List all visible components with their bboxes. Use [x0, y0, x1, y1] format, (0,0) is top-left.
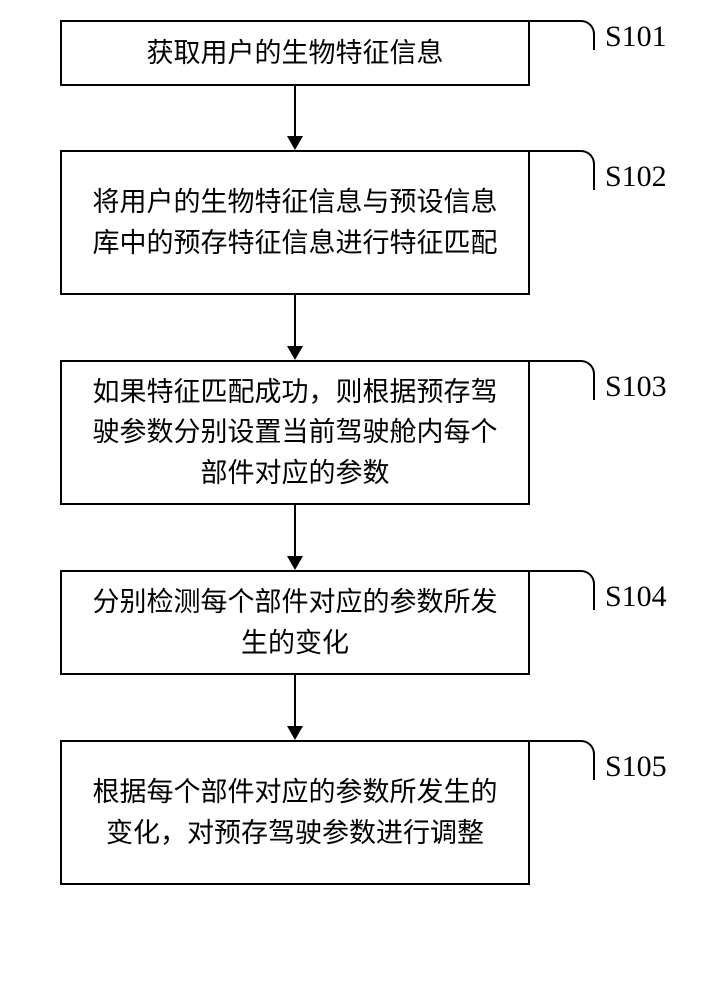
leader-s104 [530, 570, 595, 610]
step-box-s103: 如果特征匹配成功，则根据预存驾驶参数分别设置当前驾驶舱内每个部件对应的参数 [60, 360, 530, 505]
connector-2 [287, 295, 303, 360]
step-label-s102: S102 [605, 160, 667, 194]
connector-1 [287, 86, 303, 150]
leader-s102 [530, 150, 595, 190]
step-box-s105: 根据每个部件对应的参数所发生的变化，对预存驾驶参数进行调整 [60, 740, 530, 885]
connector-4 [287, 675, 303, 740]
flowchart-container: 获取用户的生物特征信息 S101 将用户的生物特征信息与预设信息库中的预存特征信… [0, 0, 720, 1000]
leader-s101 [530, 20, 595, 50]
step-label-s101: S101 [605, 20, 667, 54]
step-box-s102: 将用户的生物特征信息与预设信息库中的预存特征信息进行特征匹配 [60, 150, 530, 295]
step-label-s105: S105 [605, 750, 667, 784]
step-text: 根据每个部件对应的参数所发生的变化，对预存驾驶参数进行调整 [82, 772, 508, 853]
step-text: 分别检测每个部件对应的参数所发生的变化 [82, 582, 508, 663]
step-box-s104: 分别检测每个部件对应的参数所发生的变化 [60, 570, 530, 675]
leader-s105 [530, 740, 595, 780]
connector-3 [287, 505, 303, 570]
step-label-s103: S103 [605, 370, 667, 404]
step-text: 如果特征匹配成功，则根据预存驾驶参数分别设置当前驾驶舱内每个部件对应的参数 [82, 372, 508, 494]
step-label-s104: S104 [605, 580, 667, 614]
step-box-s101: 获取用户的生物特征信息 [60, 20, 530, 86]
leader-s103 [530, 360, 595, 400]
step-text: 获取用户的生物特征信息 [147, 33, 444, 74]
step-text: 将用户的生物特征信息与预设信息库中的预存特征信息进行特征匹配 [82, 182, 508, 263]
